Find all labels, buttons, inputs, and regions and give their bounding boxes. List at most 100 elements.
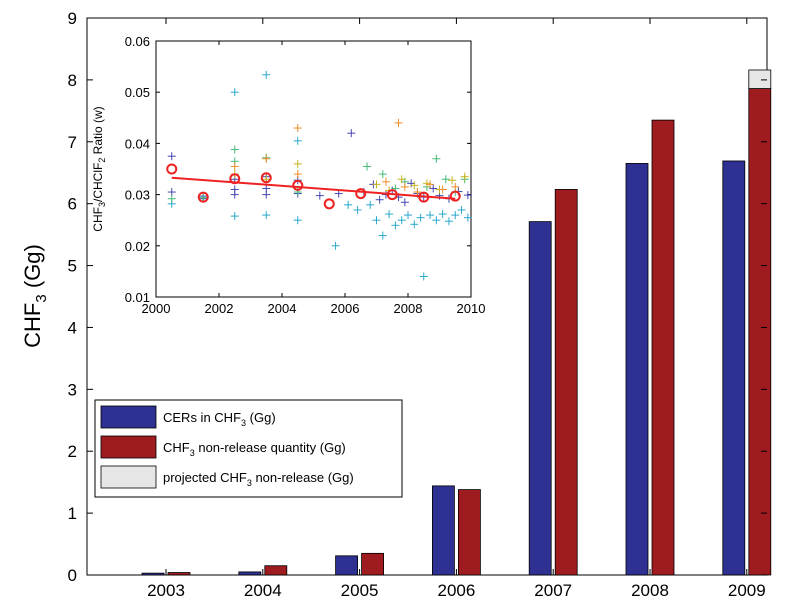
main-y-tick-label: 5 bbox=[68, 257, 77, 276]
data-point bbox=[432, 216, 441, 225]
inset-x-tick-label: 2006 bbox=[331, 301, 360, 316]
data-point bbox=[457, 205, 466, 214]
data-point bbox=[230, 212, 239, 221]
annual-mean-marker bbox=[449, 190, 461, 202]
inset-y-axis-label-subscript: 2 bbox=[97, 158, 107, 163]
data-point bbox=[293, 170, 302, 179]
legend-swatch bbox=[100, 405, 157, 429]
data-point bbox=[419, 272, 428, 281]
main-y-axis-label-unit: (Gg) bbox=[20, 244, 45, 294]
data-point bbox=[262, 70, 271, 79]
inset-y-axis-label: CHF3/CHClF2 Ratio (w) bbox=[91, 106, 107, 231]
legend-entry-text: projected CHF bbox=[163, 470, 247, 485]
data-point bbox=[230, 88, 239, 97]
bar-cers bbox=[625, 163, 649, 576]
legend-swatch bbox=[100, 435, 157, 459]
data-point bbox=[460, 172, 469, 181]
legend-entry: CERs in CHF3 (Gg) bbox=[163, 410, 276, 428]
inset-y-axis-label-subscript: 3 bbox=[97, 202, 107, 207]
data-point bbox=[404, 211, 412, 220]
data-point bbox=[438, 210, 447, 219]
legend-entry-subscript: 3 bbox=[190, 448, 195, 458]
inset-y-tick-label: 0.05 bbox=[125, 85, 150, 100]
annual-mean-marker bbox=[260, 172, 272, 184]
data-point bbox=[378, 170, 387, 179]
inset-chart: 2000 2002 2004 2006 2008 2010 0.01 0.02 0.03 0.04… bbox=[91, 34, 485, 316]
inset-y-axis-label-text: CHF bbox=[91, 207, 105, 232]
main-x-tick-label: 2003 bbox=[147, 581, 185, 600]
bar-non-release bbox=[361, 552, 385, 576]
bar-projected-non-release bbox=[748, 69, 772, 89]
main-x-tick-label: 2007 bbox=[534, 581, 572, 600]
inset-y-tick-label: 0.01 bbox=[125, 290, 150, 305]
legend-entry-subscript: 3 bbox=[241, 418, 246, 428]
trend-line bbox=[171, 176, 456, 200]
main-y-axis-label: CHF3 (Gg) bbox=[20, 244, 50, 348]
legend-entry-text: non-release quantity (Gg) bbox=[195, 440, 346, 455]
bar-non-release bbox=[457, 489, 481, 576]
data-point bbox=[230, 162, 239, 171]
data-point bbox=[331, 241, 340, 250]
data-point bbox=[444, 217, 453, 226]
main-bars bbox=[141, 69, 772, 576]
annual-mean-marker bbox=[197, 191, 209, 203]
data-point bbox=[426, 180, 435, 189]
main-y-axis-label-text: CHF bbox=[20, 303, 45, 348]
data-point bbox=[426, 211, 435, 220]
annual-mean-marker bbox=[229, 173, 241, 185]
bar-cers bbox=[528, 221, 552, 576]
data-point bbox=[410, 181, 419, 190]
data-point bbox=[353, 205, 362, 214]
bar-cers bbox=[431, 485, 455, 576]
inset-y-axis-label-text: /CHClF bbox=[91, 163, 105, 202]
bar-cers bbox=[335, 555, 359, 576]
bar-cers bbox=[141, 572, 165, 576]
data-point bbox=[366, 200, 375, 209]
data-point bbox=[378, 231, 387, 240]
main-x-axis: 2003 2004 2005 2006 2007 2008 2009 bbox=[147, 18, 766, 600]
data-point bbox=[293, 216, 302, 225]
data-point bbox=[262, 154, 271, 163]
inset-x-tick-label: 2008 bbox=[394, 301, 423, 316]
main-y-tick-label: 0 bbox=[68, 566, 77, 585]
legend: CERs in CHF3 (Gg)CHF3 non-release quanti… bbox=[94, 399, 403, 498]
main-y-tick-label: 8 bbox=[68, 71, 77, 90]
inset-y-tick-label: 0.06 bbox=[125, 34, 150, 49]
main-y-axis: 0 1 2 3 4 5 6 7 8 9 bbox=[68, 9, 767, 585]
data-point bbox=[230, 190, 239, 199]
bar-non-release bbox=[264, 565, 288, 576]
data-point bbox=[432, 154, 441, 163]
data-point bbox=[293, 159, 302, 168]
legend-entry-text: CHF bbox=[163, 440, 190, 455]
data-point bbox=[397, 216, 406, 225]
data-point bbox=[463, 213, 472, 222]
legend-entry-text: non-release (Gg) bbox=[252, 470, 354, 485]
main-y-tick-label: 2 bbox=[68, 442, 77, 461]
main-x-tick-label: 2005 bbox=[341, 581, 379, 600]
bar-non-release bbox=[748, 88, 772, 576]
data-point bbox=[397, 175, 406, 184]
inset-y-tick-label: 0.03 bbox=[125, 188, 150, 203]
inset-y-tick-label: 0.04 bbox=[125, 136, 150, 151]
data-point bbox=[441, 175, 450, 184]
data-point bbox=[293, 124, 302, 133]
data-point bbox=[413, 188, 422, 197]
data-point bbox=[381, 177, 390, 186]
main-y-tick-label: 6 bbox=[68, 195, 77, 214]
annual-mean-marker bbox=[292, 179, 304, 191]
data-point bbox=[438, 185, 447, 194]
legend-swatch bbox=[100, 465, 157, 489]
data-point bbox=[372, 180, 381, 189]
data-point bbox=[262, 190, 271, 199]
data-point bbox=[394, 118, 403, 127]
data-point bbox=[400, 182, 409, 191]
inset-plot-area bbox=[155, 40, 472, 298]
data-point bbox=[167, 194, 176, 203]
data-point bbox=[293, 136, 302, 145]
legend-entry-text: CERs in CHF bbox=[163, 410, 241, 425]
data-point bbox=[344, 200, 353, 209]
data-point bbox=[391, 221, 400, 230]
data-point bbox=[385, 210, 394, 219]
inset-axes: 2000 2002 2004 2006 2008 2010 0.01 0.02 0.03 0.04… bbox=[125, 34, 486, 316]
